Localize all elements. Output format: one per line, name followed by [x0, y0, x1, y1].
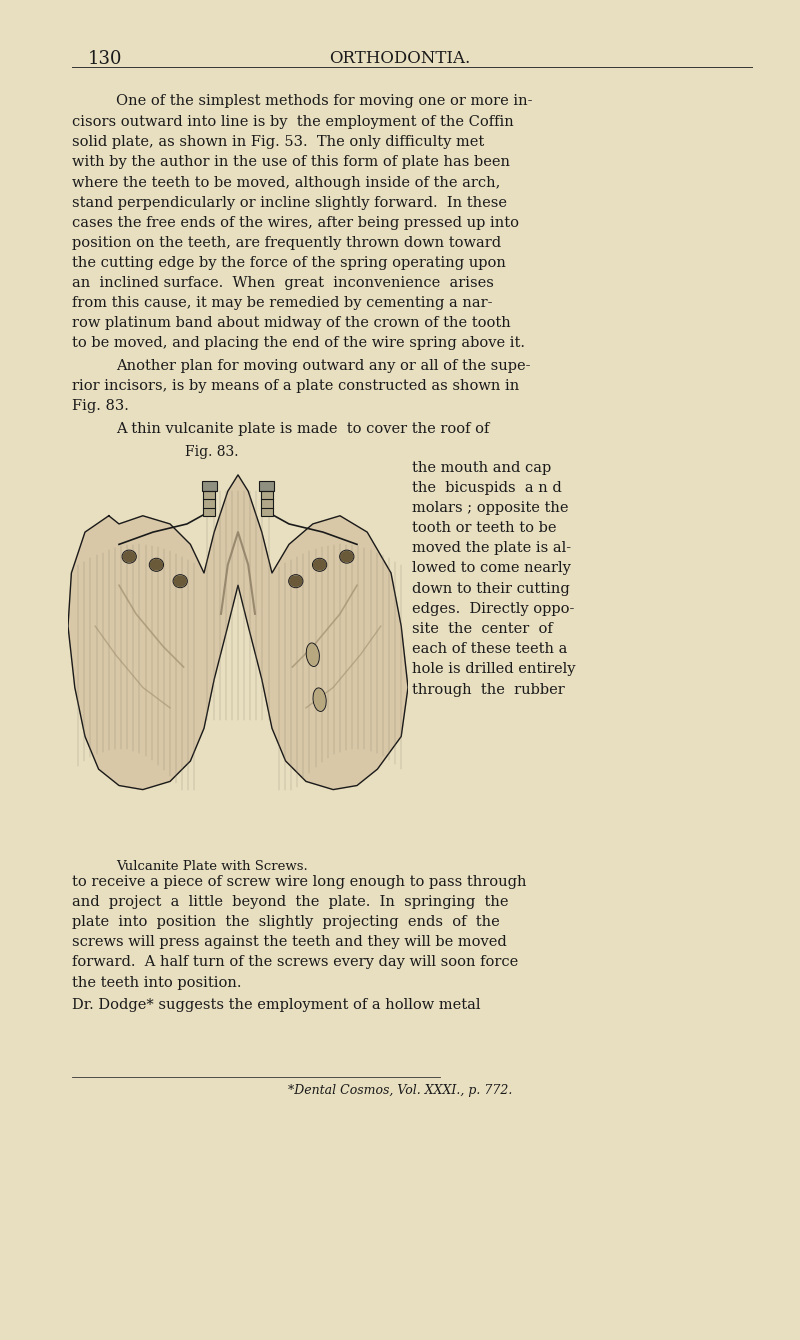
- Text: and  project  a  little  beyond  the  plate.  In  springing  the: and project a little beyond the plate. I…: [72, 895, 509, 909]
- Text: the teeth into position.: the teeth into position.: [72, 976, 242, 989]
- Text: stand perpendicularly or incline slightly forward.  In these: stand perpendicularly or incline slightl…: [72, 196, 507, 209]
- Text: each of these teeth a: each of these teeth a: [412, 642, 567, 655]
- Text: Fig. 83.: Fig. 83.: [72, 399, 129, 413]
- Text: 130: 130: [88, 50, 122, 67]
- Ellipse shape: [307, 645, 318, 665]
- Text: position on the teeth, are frequently thrown down toward: position on the teeth, are frequently th…: [72, 236, 501, 249]
- Ellipse shape: [123, 552, 135, 561]
- Polygon shape: [68, 474, 408, 789]
- Text: A thin vulcanite plate is made  to cover the roof of: A thin vulcanite plate is made to cover …: [116, 422, 490, 436]
- Text: the cutting edge by the force of the spring operating upon: the cutting edge by the force of the spr…: [72, 256, 506, 269]
- Text: the mouth and cap: the mouth and cap: [412, 461, 551, 474]
- Text: tooth or teeth to be: tooth or teeth to be: [412, 521, 557, 535]
- Text: through  the  rubber: through the rubber: [412, 683, 565, 697]
- Text: *Dental Cosmos, Vol. XXXI., p. 772.: *Dental Cosmos, Vol. XXXI., p. 772.: [288, 1084, 512, 1097]
- Bar: [261, 482, 273, 516]
- Text: Another plan for moving outward any or all of the supe-: Another plan for moving outward any or a…: [116, 359, 530, 373]
- Text: molars ; opposite the: molars ; opposite the: [412, 501, 569, 515]
- Ellipse shape: [150, 560, 162, 570]
- Text: Dr. Dodge* suggests the employment of a hollow metal: Dr. Dodge* suggests the employment of a …: [72, 998, 481, 1012]
- Ellipse shape: [314, 690, 325, 710]
- Text: screws will press against the teeth and they will be moved: screws will press against the teeth and …: [72, 935, 506, 949]
- Bar: [203, 482, 215, 516]
- Text: cisors outward into line is by  the employment of the Coffin: cisors outward into line is by the emplo…: [72, 115, 514, 129]
- Ellipse shape: [314, 560, 326, 570]
- Text: row platinum band about midway of the crown of the tooth: row platinum band about midway of the cr…: [72, 316, 510, 330]
- Text: with by the author in the use of this form of plate has been: with by the author in the use of this fo…: [72, 155, 510, 169]
- Text: to receive a piece of screw wire long enough to pass through: to receive a piece of screw wire long en…: [72, 875, 526, 888]
- Text: hole is drilled entirely: hole is drilled entirely: [412, 662, 575, 675]
- Text: where the teeth to be moved, although inside of the arch,: where the teeth to be moved, although in…: [72, 176, 500, 189]
- Text: forward.  A half turn of the screws every day will soon force: forward. A half turn of the screws every…: [72, 955, 518, 969]
- Bar: [202, 481, 217, 492]
- Text: solid plate, as shown in Fig. 53.  The only difficulty met: solid plate, as shown in Fig. 53. The on…: [72, 135, 484, 149]
- Text: lowed to come nearly: lowed to come nearly: [412, 561, 571, 575]
- Text: One of the simplest methods for moving one or more in-: One of the simplest methods for moving o…: [116, 94, 533, 107]
- Text: an  inclined surface.  When  great  inconvenience  arises: an inclined surface. When great inconven…: [72, 276, 494, 289]
- Ellipse shape: [341, 552, 353, 561]
- Text: the  bicuspids  a n d: the bicuspids a n d: [412, 481, 562, 494]
- Text: to be moved, and placing the end of the wire spring above it.: to be moved, and placing the end of the …: [72, 336, 525, 350]
- Text: Fig. 83.: Fig. 83.: [186, 445, 238, 458]
- Text: edges.  Directly oppo-: edges. Directly oppo-: [412, 602, 574, 615]
- Text: from this cause, it may be remedied by cementing a nar-: from this cause, it may be remedied by c…: [72, 296, 493, 310]
- Text: ORTHODONTIA.: ORTHODONTIA.: [330, 50, 470, 67]
- Text: Vulcanite Plate with Screws.: Vulcanite Plate with Screws.: [116, 860, 308, 874]
- Text: plate  into  position  the  slightly  projecting  ends  of  the: plate into position the slightly project…: [72, 915, 500, 929]
- Text: cases the free ends of the wires, after being pressed up into: cases the free ends of the wires, after …: [72, 216, 519, 229]
- Ellipse shape: [174, 576, 186, 587]
- Text: down to their cutting: down to their cutting: [412, 582, 570, 595]
- Bar: [259, 481, 274, 492]
- Text: moved the plate is al-: moved the plate is al-: [412, 541, 571, 555]
- Text: site  the  center  of: site the center of: [412, 622, 553, 635]
- Ellipse shape: [290, 576, 302, 587]
- Text: rior incisors, is by means of a plate constructed as shown in: rior incisors, is by means of a plate co…: [72, 379, 519, 393]
